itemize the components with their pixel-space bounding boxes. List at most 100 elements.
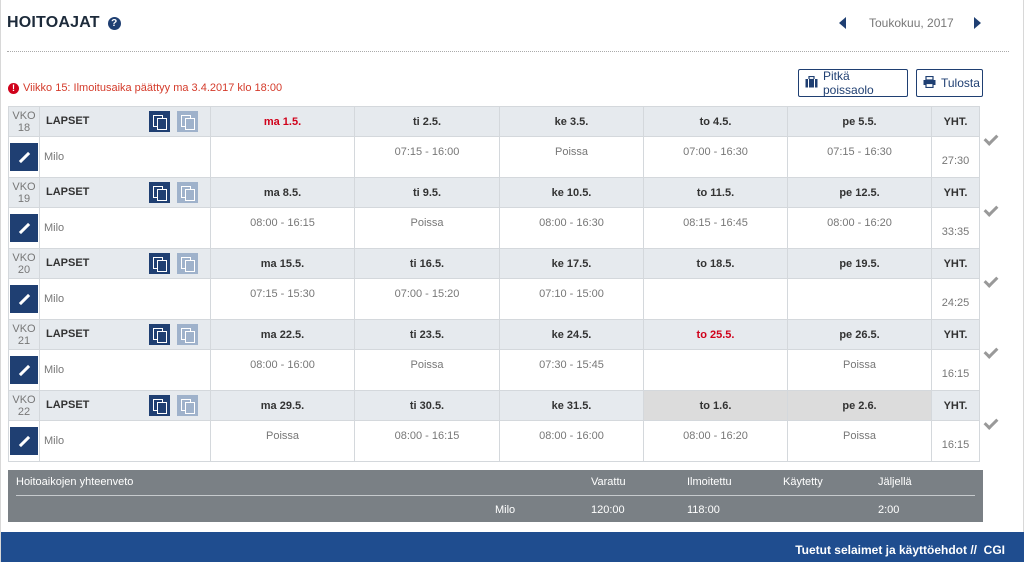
care-time-cell[interactable]: 08:00 - 16:15 [210, 207, 355, 249]
checkmark-icon[interactable] [982, 416, 998, 432]
week-header-row: VKO 21 LAPSET ma 22.5. ti 23.5. ke 24.5. to 25… [8, 319, 980, 350]
week-label: VKO [12, 180, 36, 193]
schedule-table: VKO 18 LAPSET ma 1.5. ti 2.5. ke 3.5. to 4.5. p… [8, 106, 980, 462]
prev-month-icon[interactable] [839, 17, 846, 29]
checkmark-icon[interactable] [982, 345, 998, 361]
pencil-icon[interactable] [10, 427, 38, 455]
day-header: to 25.5. [643, 319, 788, 350]
paste-week-icon[interactable] [177, 253, 198, 274]
care-time-cell[interactable] [643, 349, 788, 391]
week-label: VKO [12, 322, 36, 335]
pencil-icon[interactable] [10, 143, 38, 171]
week-header-row: VKO 18 LAPSET ma 1.5. ti 2.5. ke 3.5. to 4.5. p… [8, 106, 980, 137]
children-header: LAPSET [39, 390, 211, 421]
summary-divider [16, 495, 975, 496]
checkmark-icon[interactable] [982, 132, 998, 148]
month-label: Toukokuu, 2017 [869, 16, 954, 30]
week-number: VKO 18 [8, 106, 40, 137]
total-header: YHT. [931, 106, 980, 137]
pencil-icon[interactable] [10, 214, 38, 242]
day-header: ti 23.5. [354, 319, 500, 350]
help-icon[interactable]: ? [107, 16, 121, 30]
print-button[interactable]: Tulosta [916, 69, 983, 97]
day-header: ma 29.5. [210, 390, 355, 421]
care-time-cell[interactable]: Poissa [787, 349, 932, 391]
day-header: pe 19.5. [787, 248, 932, 279]
care-time-cell[interactable]: 08:00 - 16:20 [643, 420, 788, 462]
day-header: ma 15.5. [210, 248, 355, 279]
suitcase-icon [805, 75, 818, 91]
week-number: VKO 20 [8, 248, 40, 279]
paste-week-icon[interactable] [177, 395, 198, 416]
paste-week-icon[interactable] [177, 111, 198, 132]
care-time-cell[interactable]: Poissa [210, 420, 355, 462]
day-header: to 1.6. [643, 390, 788, 421]
footer-links[interactable]: Tuetut selaimet ja käyttöehdot // CGI [795, 543, 1005, 557]
child-row: Milo 08:00 - 16:15 Poissa 08:00 - 16:30 08:1… [8, 207, 980, 249]
care-time-cell[interactable]: 08:00 - 16:00 [210, 349, 355, 391]
child-row: Milo 07:15 - 16:00 Poissa 07:00 - 16:30 07:1… [8, 136, 980, 178]
care-time-cell[interactable]: 08:00 - 16:15 [354, 420, 500, 462]
summary-title: Hoitoaikojen yhteenveto [16, 476, 134, 488]
children-label: LAPSET [46, 115, 90, 128]
summary-remaining: 2:00 [878, 504, 900, 516]
checkmark-icon[interactable] [982, 274, 998, 290]
paste-week-icon[interactable] [177, 324, 198, 345]
care-time-cell[interactable]: 08:00 - 16:30 [499, 207, 644, 249]
paste-week-icon[interactable] [177, 182, 198, 203]
care-time-cell[interactable]: Poissa [354, 207, 500, 249]
care-time-cell[interactable]: 07:15 - 16:30 [787, 136, 932, 178]
total-header: YHT. [931, 319, 980, 350]
summary-header-used: Käytetty [783, 476, 823, 488]
long-absence-button[interactable]: Pitkä poissaolo [798, 69, 908, 97]
care-time-cell[interactable]: 07:15 - 16:00 [354, 136, 500, 178]
care-time-cell[interactable]: Poissa [787, 420, 932, 462]
care-time-cell[interactable]: 07:30 - 15:45 [499, 349, 644, 391]
week-number: VKO 21 [8, 319, 40, 350]
children-label: LAPSET [46, 186, 90, 199]
week-number-value: 22 [17, 405, 31, 418]
children-header: LAPSET [39, 319, 211, 350]
copy-week-icon[interactable] [149, 111, 170, 132]
week-total: 16:15 [931, 349, 980, 391]
care-time-cell[interactable]: Poissa [499, 136, 644, 178]
child-name: Milo [39, 420, 211, 462]
care-time-cell[interactable] [787, 278, 932, 320]
care-time-cell[interactable]: 07:00 - 16:30 [643, 136, 788, 178]
day-header: pe 5.5. [787, 106, 932, 137]
week-total: 16:15 [931, 420, 980, 462]
child-name: Milo [39, 278, 211, 320]
checkmark-icon[interactable] [982, 203, 998, 219]
child-name: Milo [39, 349, 211, 391]
edit-cell [8, 136, 40, 178]
week-number-value: 18 [17, 121, 31, 134]
total-header: YHT. [931, 248, 980, 279]
week-header-row: VKO 22 LAPSET ma 29.5. ti 30.5. ke 31.5. to 1.… [8, 390, 980, 421]
care-time-cell[interactable]: 08:00 - 16:20 [787, 207, 932, 249]
deadline-notice-text: Viikko 15: Ilmoitusaika päättyy ma 3.4.2… [23, 82, 283, 94]
care-time-cell[interactable]: 07:00 - 15:20 [354, 278, 500, 320]
day-header: to 11.5. [643, 177, 788, 208]
care-time-cell[interactable] [210, 136, 355, 178]
copy-week-icon[interactable] [149, 253, 170, 274]
care-time-cell[interactable]: 08:00 - 16:00 [499, 420, 644, 462]
care-time-cell[interactable]: Poissa [354, 349, 500, 391]
day-header: ma 8.5. [210, 177, 355, 208]
care-time-cell[interactable]: 08:15 - 16:45 [643, 207, 788, 249]
care-time-cell[interactable]: 07:15 - 15:30 [210, 278, 355, 320]
week-total: 33:35 [931, 207, 980, 249]
next-month-icon[interactable] [973, 17, 981, 29]
pencil-icon[interactable] [10, 285, 38, 313]
week-total: 27:30 [931, 136, 980, 178]
summary-header-reserved: Varattu [591, 476, 626, 488]
copy-week-icon[interactable] [149, 395, 170, 416]
copy-week-icon[interactable] [149, 182, 170, 203]
pencil-icon[interactable] [10, 356, 38, 384]
summary-reserved: 120:00 [591, 504, 625, 516]
care-time-cell[interactable] [643, 278, 788, 320]
copy-week-icon[interactable] [149, 324, 170, 345]
day-header: pe 12.5. [787, 177, 932, 208]
day-header: pe 2.6. [787, 390, 932, 421]
care-time-cell[interactable]: 07:10 - 15:00 [499, 278, 644, 320]
week-label: VKO [12, 251, 36, 264]
